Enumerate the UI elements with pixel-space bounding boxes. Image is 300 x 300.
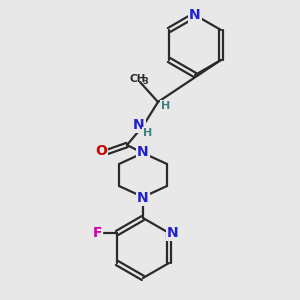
Text: N: N bbox=[137, 191, 149, 205]
Text: N: N bbox=[137, 145, 149, 159]
Text: H: H bbox=[143, 128, 153, 138]
Text: F: F bbox=[92, 226, 102, 240]
Text: F: F bbox=[92, 226, 102, 240]
Text: N: N bbox=[167, 226, 179, 240]
Text: CH: CH bbox=[130, 74, 146, 84]
Text: N: N bbox=[189, 8, 201, 22]
Text: H: H bbox=[143, 128, 153, 138]
Text: N: N bbox=[167, 226, 179, 240]
Text: O: O bbox=[95, 144, 107, 158]
Text: N: N bbox=[137, 145, 149, 159]
Text: H: H bbox=[161, 101, 171, 111]
Text: 3: 3 bbox=[142, 76, 148, 85]
Text: O: O bbox=[95, 144, 107, 158]
Text: H: H bbox=[161, 101, 171, 111]
Text: N: N bbox=[189, 8, 201, 22]
Text: N: N bbox=[137, 191, 149, 205]
Text: N: N bbox=[133, 118, 145, 132]
Text: N: N bbox=[133, 118, 145, 132]
